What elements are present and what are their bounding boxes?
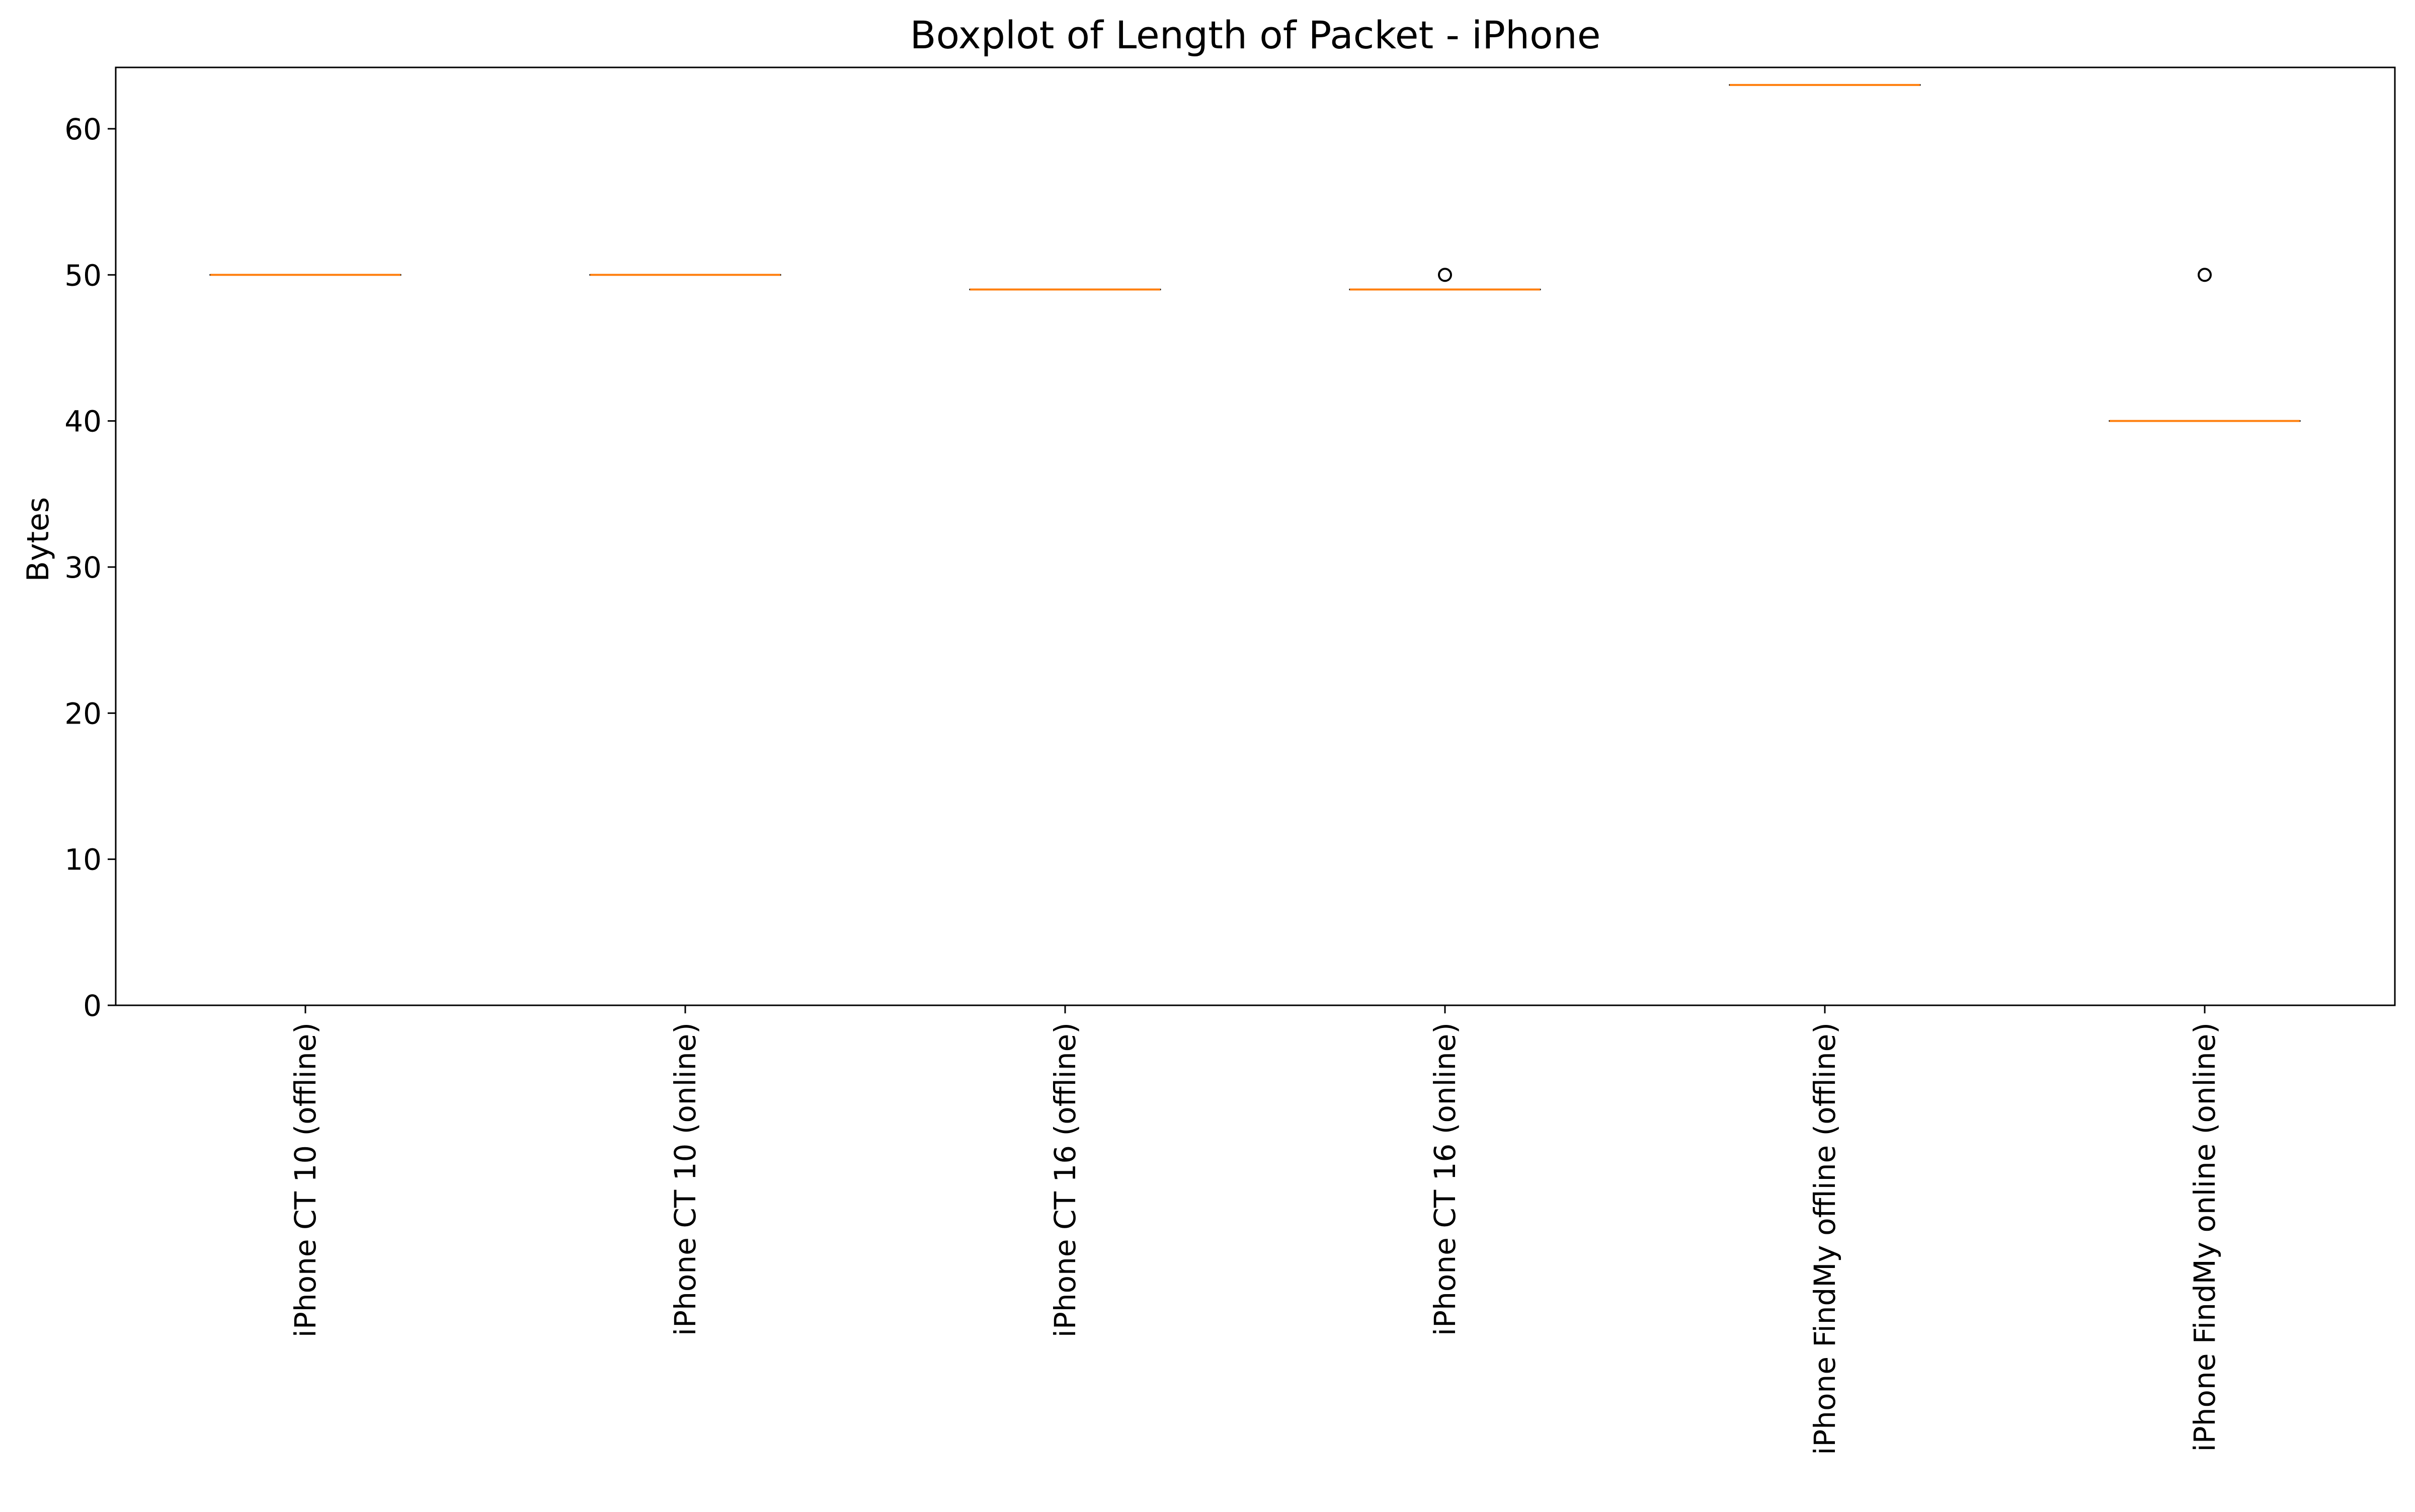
x-tick-label: iPhone CT 10 (online) xyxy=(668,1022,702,1336)
x-axis: iPhone CT 10 (offline) iPhone CT 10 (onli… xyxy=(288,1005,2222,1455)
outlier-point xyxy=(1439,269,1451,281)
y-tick-label: 30 xyxy=(64,550,102,585)
box-group xyxy=(2110,269,2300,421)
x-tick-label: iPhone FindMy online (online) xyxy=(2188,1022,2222,1452)
y-tick-label: 50 xyxy=(64,258,102,292)
y-tick-label: 60 xyxy=(64,112,102,146)
y-tick-label: 10 xyxy=(64,843,102,877)
box-series xyxy=(210,85,2300,421)
outlier-point xyxy=(2199,269,2211,281)
y-axis: 0 10 20 30 40 50 60 xyxy=(64,112,116,1023)
y-tick-label: 40 xyxy=(64,405,102,439)
plot-frame xyxy=(116,67,2395,1005)
x-tick-label: iPhone CT 16 (online) xyxy=(1428,1022,1462,1336)
y-tick-label: 0 xyxy=(83,989,102,1023)
x-tick-label: iPhone CT 16 (offline) xyxy=(1048,1022,1082,1337)
chart-title: Boxplot of Length of Packet - iPhone xyxy=(910,13,1600,57)
y-axis-label: Bytes xyxy=(21,497,56,582)
y-tick-label: 20 xyxy=(64,696,102,731)
box-group xyxy=(1350,269,1540,289)
x-tick-label: iPhone CT 10 (offline) xyxy=(288,1022,323,1337)
x-tick-label: iPhone FindMy offline (offline) xyxy=(1808,1022,1842,1455)
